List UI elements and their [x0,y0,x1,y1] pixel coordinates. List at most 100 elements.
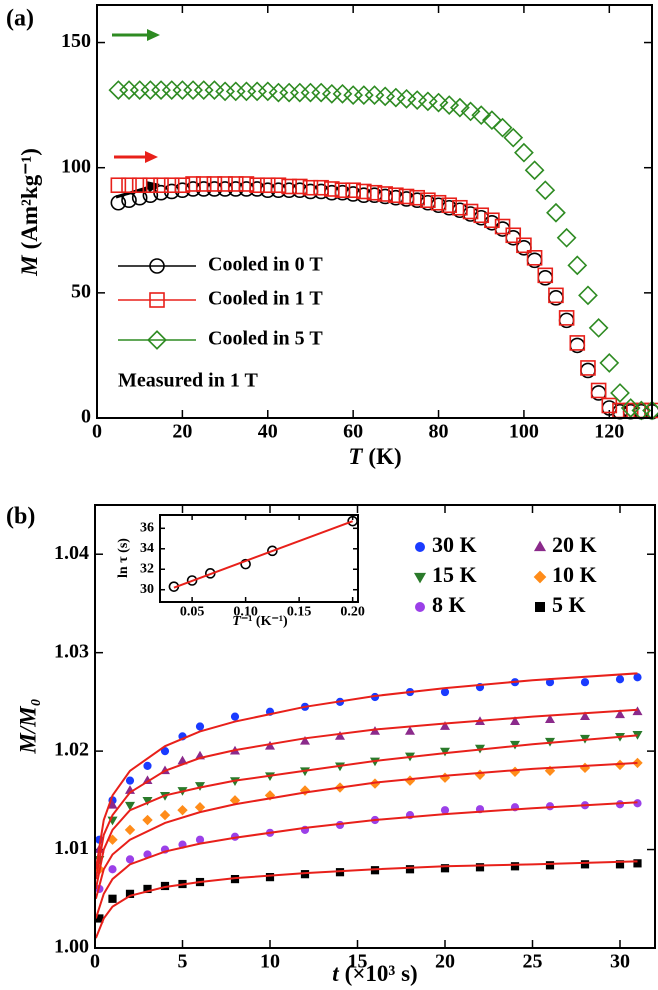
legend-label: 5 K [552,592,586,617]
marker [177,804,188,816]
marker [291,178,308,195]
marker [535,180,556,201]
marker [183,80,203,100]
legend-marker [147,330,167,350]
marker [430,194,447,211]
fit-line [94,761,638,900]
marker [404,726,416,735]
y-tick-label: 1.01 [54,837,89,859]
marker [236,81,257,102]
marker [537,267,554,284]
marker [108,865,117,874]
legend-label: 15 K [432,562,477,587]
marker [599,353,620,373]
legend-label: 10 K [552,562,597,587]
x-tick-label: 20 [435,951,455,973]
marker [580,860,590,869]
x-tick-label: 0 [90,951,100,973]
x-axis-unit: ⁻¹ (K⁻¹) [241,614,288,629]
marker [514,142,534,163]
marker [217,176,233,192]
marker [492,117,513,138]
marker [620,398,641,418]
marker [505,227,522,244]
x-tick-label: 30 [610,951,630,973]
marker [601,397,618,414]
marker [580,360,596,376]
annotation: Measured in 1 T [118,370,258,392]
legend-marker [413,572,427,584]
marker [142,814,153,826]
marker [142,177,159,194]
marker [195,722,205,731]
marker [567,255,588,276]
marker [377,186,393,202]
marker [238,176,255,192]
marker [579,762,591,774]
x-tick-label: 0.15 [287,605,312,620]
x-tick-label: 25 [523,951,543,973]
marker [131,177,148,194]
legend-label: 8 K [432,592,466,617]
x-tick-label: 40 [258,421,278,443]
fit-line [94,801,638,919]
marker [516,237,532,254]
marker [334,731,346,740]
marker [558,310,575,326]
marker [247,81,267,102]
marker [230,712,240,721]
marker [195,176,212,192]
x-tick-label: 0.20 [340,605,365,620]
marker [302,179,319,196]
marker [633,859,642,868]
marker [270,177,287,194]
legend-marker [415,602,425,612]
arrows [112,29,160,199]
marker [110,194,127,211]
marker [353,85,374,105]
x-tick-label: 120 [594,421,624,443]
marker [579,711,591,721]
marker [615,675,625,684]
marker [249,177,265,194]
marker [356,183,372,200]
marker [108,894,117,903]
y-tick-label: 1.04 [54,542,89,564]
x-axis-symbol: T [232,614,242,629]
y-tick-label: 1.02 [54,739,89,761]
inset-y-title: ln τ (s) [116,538,131,578]
panel-label: (a) [6,6,34,32]
marker [153,177,169,194]
marker [546,202,566,223]
x-tick-label: 15 [348,951,368,973]
marker [124,801,136,811]
marker [615,860,625,869]
marker [524,160,545,181]
marker [225,81,246,102]
marker [482,110,502,131]
marker [281,178,297,195]
marker [163,177,180,194]
plot-frame [96,4,653,419]
marker [267,545,278,557]
marker [131,189,148,206]
x-tick-label: 60 [343,421,363,443]
marker [366,184,383,201]
marker [143,761,152,770]
marker [441,197,458,214]
y-tick-label: 34 [140,541,154,556]
marker [185,176,201,192]
marker [590,382,607,399]
fit-line [94,708,638,880]
fit-line [94,860,638,939]
legend-marker [415,542,425,552]
marker [265,873,275,882]
marker [420,192,436,209]
marker [405,865,415,874]
legend-marker [535,602,545,612]
marker [509,766,521,777]
inset-x-title: T⁻¹ (K⁻¹) [232,614,288,629]
x-axis-title: T (K) [348,444,401,469]
x-axis-symbol: t [332,961,339,986]
